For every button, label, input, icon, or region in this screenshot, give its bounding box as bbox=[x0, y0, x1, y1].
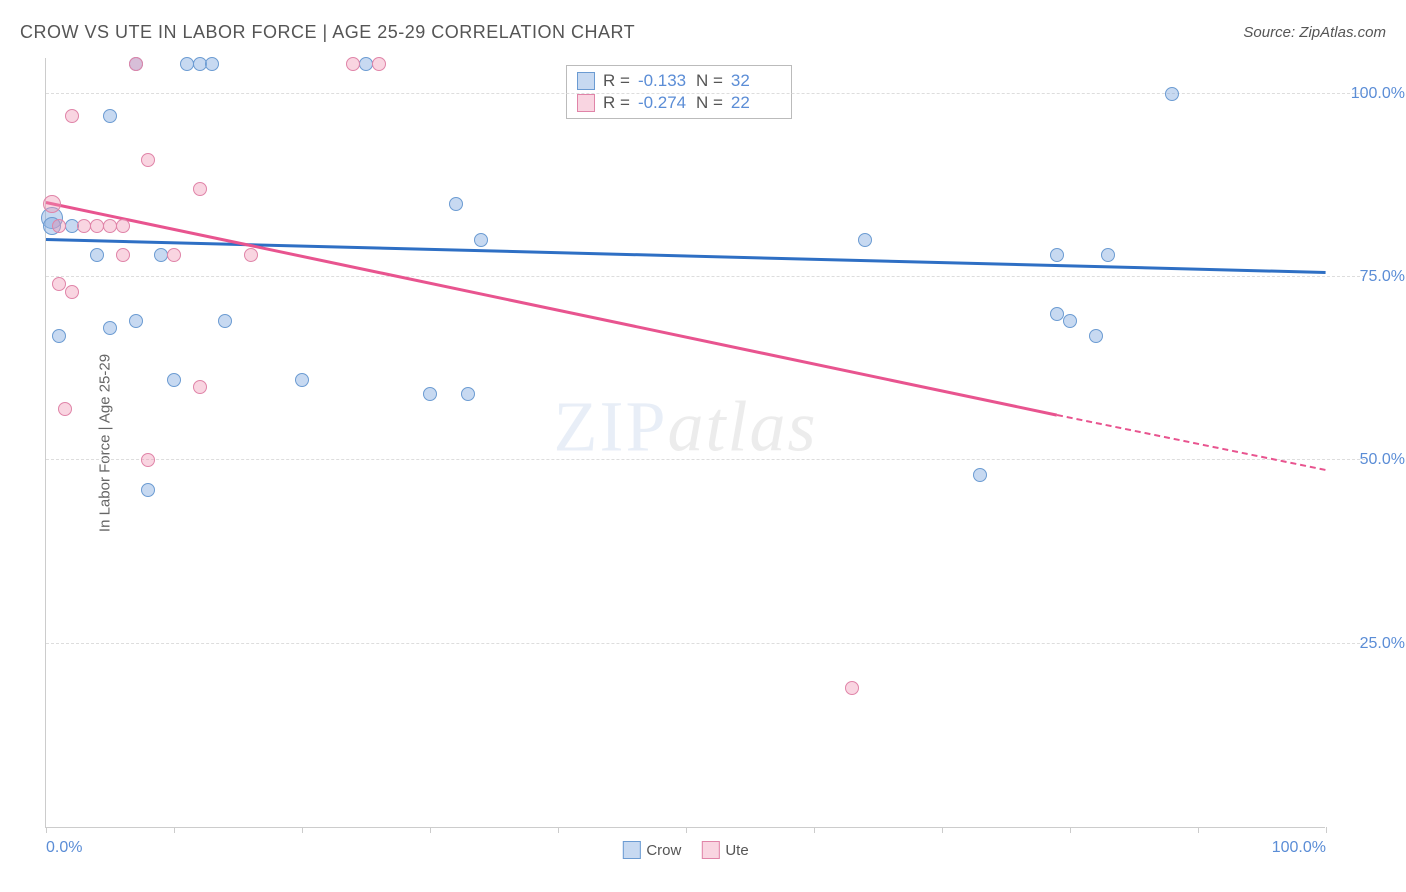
scatter-point bbox=[129, 57, 143, 71]
scatter-point bbox=[1063, 314, 1077, 328]
scatter-point bbox=[295, 373, 309, 387]
y-axis-label: In Labor Force | Age 25-29 bbox=[97, 353, 114, 531]
r-value: -0.274 bbox=[638, 93, 688, 113]
scatter-point bbox=[141, 483, 155, 497]
legend-swatch bbox=[622, 841, 640, 859]
x-tick-label: 100.0% bbox=[1272, 839, 1326, 857]
n-value: 32 bbox=[731, 71, 781, 91]
y-tick-label: 50.0% bbox=[1360, 451, 1405, 469]
scatter-point bbox=[1089, 329, 1103, 343]
scatter-point bbox=[244, 248, 258, 262]
y-gridline bbox=[46, 459, 1365, 460]
legend-swatch bbox=[701, 841, 719, 859]
watermark-zip: ZIP bbox=[553, 387, 667, 467]
scatter-point bbox=[845, 681, 859, 695]
y-tick-label: 100.0% bbox=[1351, 85, 1405, 103]
scatter-point bbox=[58, 402, 72, 416]
r-label: R = bbox=[603, 93, 630, 113]
x-tick-label: 0.0% bbox=[46, 839, 82, 857]
legend-item: Ute bbox=[701, 841, 748, 859]
scatter-point bbox=[372, 57, 386, 71]
x-tick bbox=[942, 827, 943, 833]
series-legend: Crow Ute bbox=[622, 841, 748, 859]
scatter-point bbox=[43, 195, 61, 213]
scatter-point bbox=[65, 285, 79, 299]
y-tick-label: 75.0% bbox=[1360, 268, 1405, 286]
y-gridline bbox=[46, 276, 1365, 277]
stats-legend-row: R = -0.133 N = 32 bbox=[577, 70, 781, 92]
x-tick bbox=[1070, 827, 1071, 833]
scatter-point bbox=[141, 453, 155, 467]
scatter-point bbox=[1050, 307, 1064, 321]
scatter-point bbox=[103, 109, 117, 123]
scatter-point bbox=[52, 219, 66, 233]
x-tick bbox=[686, 827, 687, 833]
source-attribution: Source: ZipAtlas.com bbox=[1243, 24, 1386, 41]
legend-swatch bbox=[577, 72, 595, 90]
scatter-point bbox=[52, 329, 66, 343]
scatter-point bbox=[167, 373, 181, 387]
watermark: ZIPatlas bbox=[553, 386, 817, 469]
trend-line-extrapolated bbox=[1057, 414, 1326, 471]
stats-legend-row: R = -0.274 N = 22 bbox=[577, 92, 781, 114]
y-gridline bbox=[46, 643, 1365, 644]
source-name: ZipAtlas.com bbox=[1299, 24, 1386, 41]
legend-label: Ute bbox=[725, 842, 748, 859]
x-tick bbox=[1326, 827, 1327, 833]
x-tick bbox=[174, 827, 175, 833]
chart-header: CROW VS UTE IN LABOR FORCE | AGE 25-29 C… bbox=[20, 22, 1386, 43]
scatter-point bbox=[167, 248, 181, 262]
source-prefix: Source: bbox=[1243, 24, 1299, 41]
scatter-point bbox=[90, 248, 104, 262]
scatter-point bbox=[103, 321, 117, 335]
watermark-atlas: atlas bbox=[667, 387, 817, 467]
scatter-chart-area: In Labor Force | Age 25-29 ZIPatlas R =-… bbox=[45, 58, 1325, 828]
scatter-point bbox=[1050, 248, 1064, 262]
legend-item: Crow bbox=[622, 841, 681, 859]
scatter-point bbox=[141, 153, 155, 167]
r-value: -0.133 bbox=[638, 71, 688, 91]
scatter-point bbox=[1101, 248, 1115, 262]
scatter-point bbox=[346, 57, 360, 71]
scatter-point bbox=[1165, 87, 1179, 101]
x-tick bbox=[46, 827, 47, 833]
scatter-point bbox=[65, 109, 79, 123]
n-label: N = bbox=[696, 93, 723, 113]
x-tick bbox=[814, 827, 815, 833]
x-tick bbox=[558, 827, 559, 833]
scatter-point bbox=[973, 468, 987, 482]
r-label: R = bbox=[603, 71, 630, 91]
n-label: N = bbox=[696, 71, 723, 91]
x-tick bbox=[1198, 827, 1199, 833]
legend-swatch bbox=[577, 94, 595, 112]
scatter-point bbox=[449, 197, 463, 211]
legend-label: Crow bbox=[646, 842, 681, 859]
scatter-point bbox=[218, 314, 232, 328]
scatter-point bbox=[193, 182, 207, 196]
scatter-point bbox=[116, 219, 130, 233]
n-value: 22 bbox=[731, 93, 781, 113]
scatter-point bbox=[129, 314, 143, 328]
scatter-point bbox=[52, 277, 66, 291]
x-tick bbox=[302, 827, 303, 833]
scatter-point bbox=[423, 387, 437, 401]
scatter-point bbox=[474, 233, 488, 247]
scatter-point bbox=[461, 387, 475, 401]
x-tick bbox=[430, 827, 431, 833]
scatter-point bbox=[116, 248, 130, 262]
y-tick-label: 25.0% bbox=[1360, 635, 1405, 653]
chart-title: CROW VS UTE IN LABOR FORCE | AGE 25-29 C… bbox=[20, 22, 635, 43]
scatter-point bbox=[205, 57, 219, 71]
scatter-point bbox=[193, 380, 207, 394]
scatter-point bbox=[858, 233, 872, 247]
